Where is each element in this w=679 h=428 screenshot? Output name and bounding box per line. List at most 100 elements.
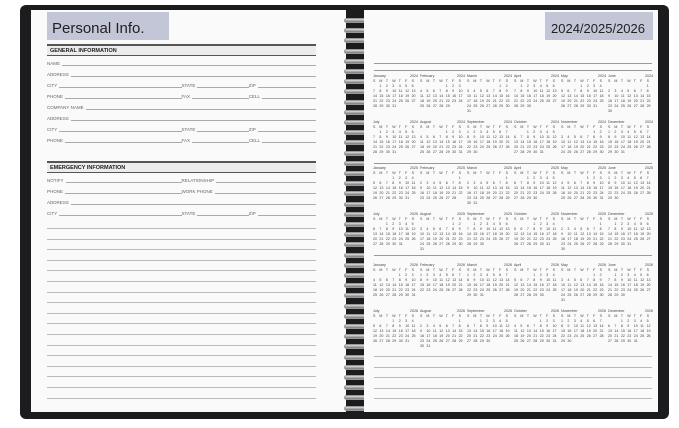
form-field[interactable]: STATE xyxy=(182,83,249,88)
form-field[interactable]: RELATIONSHIP xyxy=(182,178,316,183)
weekday: F xyxy=(593,217,596,221)
day: 21 xyxy=(614,334,619,338)
day: 21 xyxy=(379,237,384,241)
day: 26 xyxy=(520,339,525,343)
form-field[interactable]: CITY xyxy=(47,83,182,88)
weekday: F xyxy=(640,314,643,318)
weekday: F xyxy=(452,79,455,83)
day: 9 xyxy=(473,278,476,282)
form-field[interactable]: CITY xyxy=(47,211,182,216)
month-calendar: June 2025 S M T W T F S 1 2 3 4 5 6 7 8 9 10 11 12 13 14 15 16 17… xyxy=(608,166,653,201)
day: 11 xyxy=(411,181,416,185)
day: 17 xyxy=(411,283,416,287)
day: 29 xyxy=(586,196,591,200)
day: 24 xyxy=(426,339,431,343)
day: 19 xyxy=(552,186,557,190)
day: 5 xyxy=(479,89,482,93)
month-calendar: August 2025 S M T W T F S 1 2 3 4 5 6 7 8 9 10 11 12 13 14 15 16… xyxy=(420,212,465,252)
spiral-ring xyxy=(344,375,366,380)
form-field[interactable]: NAME xyxy=(47,61,316,66)
form-row: NOTIFY RELATIONSHIP xyxy=(47,175,316,183)
weekday: M xyxy=(567,79,571,83)
form-field[interactable]: COMPANY NAME xyxy=(47,105,316,110)
day: 2 xyxy=(627,319,630,323)
form-field[interactable]: ADDRESS xyxy=(47,116,316,121)
field-line xyxy=(257,215,316,216)
day: 25 xyxy=(546,145,551,149)
day: 30 xyxy=(539,242,544,246)
form-field[interactable]: ZIP xyxy=(249,83,316,88)
day: 28 xyxy=(586,293,591,297)
day: 14 xyxy=(439,94,444,98)
day: 12 xyxy=(373,329,377,333)
form-field[interactable]: FAX xyxy=(182,138,249,143)
day: 25 xyxy=(486,145,491,149)
form-field[interactable]: CELL xyxy=(249,138,316,143)
form-field[interactable]: CELL xyxy=(249,94,316,99)
day: 3 xyxy=(546,273,549,277)
day: 5 xyxy=(492,273,495,277)
note-line xyxy=(374,387,652,389)
day: 3 xyxy=(398,222,401,226)
day: 1 xyxy=(614,273,617,277)
day: 5 xyxy=(405,130,408,134)
day: 19 xyxy=(439,191,444,195)
form-field[interactable]: ZIP xyxy=(249,127,316,132)
day: 23 xyxy=(486,334,491,338)
weekday: T xyxy=(573,314,577,318)
day: 26 xyxy=(379,293,384,297)
day: 22 xyxy=(479,334,484,338)
form-field[interactable]: STATE xyxy=(182,211,249,216)
day: 5 xyxy=(640,273,643,277)
weekday: M xyxy=(567,125,571,129)
day: 4 xyxy=(627,130,630,134)
note-line xyxy=(374,366,652,368)
day: 14 xyxy=(586,140,591,144)
divider-line xyxy=(374,163,652,164)
day: 6 xyxy=(445,324,448,328)
day: 19 xyxy=(411,232,416,236)
form-field[interactable]: ADDRESS xyxy=(47,200,316,205)
day: 16 xyxy=(526,94,531,98)
day: 27 xyxy=(552,99,557,103)
day: 23 xyxy=(505,99,510,103)
day: 19 xyxy=(405,140,410,144)
day: 11 xyxy=(514,329,518,333)
day: 21 xyxy=(385,334,390,338)
form-field[interactable]: CITY xyxy=(47,127,182,132)
form-field[interactable]: ADDRESS xyxy=(47,72,316,77)
form-field[interactable]: STATE xyxy=(182,127,249,132)
note-line xyxy=(47,323,316,325)
form-field[interactable]: NOTIFY xyxy=(47,178,182,183)
spiral-ring xyxy=(344,293,366,299)
day: 27 xyxy=(593,334,598,338)
weekday: T xyxy=(526,171,530,175)
note-line xyxy=(47,355,316,357)
weekday: T xyxy=(385,125,389,129)
month-header: November 2024 xyxy=(561,120,606,125)
day: 3 xyxy=(627,273,630,277)
day: 22 xyxy=(392,191,397,195)
form-field[interactable]: PHONE xyxy=(47,189,182,194)
day: 28 xyxy=(599,334,604,338)
form-field[interactable]: WORK PHONE xyxy=(182,189,316,194)
field-line xyxy=(192,98,249,99)
day-grid: S M T W T F S 1 2 3 4 5 6 7 8 9 10 11 12 13 14 15 16 17 18 19 20 21… xyxy=(608,79,653,114)
day: 16 xyxy=(567,329,572,333)
day: 17 xyxy=(467,99,471,103)
day: 9 xyxy=(505,89,508,93)
month-calendar: October 2026 S M T W T F S 1 2 3 4 5 6 7 8 9 10 11 12 13 14 15 1… xyxy=(514,309,559,344)
day: 17 xyxy=(458,140,463,144)
weekday: T xyxy=(445,217,448,221)
day: 19 xyxy=(514,288,518,292)
form-field[interactable]: ZIP xyxy=(249,211,316,216)
form-field[interactable]: FAX xyxy=(182,94,249,99)
month-year: 2024 xyxy=(598,74,606,78)
form-field[interactable]: PHONE xyxy=(47,138,182,143)
form-field[interactable]: PHONE xyxy=(47,94,182,99)
day: 17 xyxy=(392,94,397,98)
day: 14 xyxy=(452,186,457,190)
day: 16 xyxy=(479,232,484,236)
weekday: S xyxy=(608,171,611,175)
day: 27 xyxy=(411,145,416,149)
